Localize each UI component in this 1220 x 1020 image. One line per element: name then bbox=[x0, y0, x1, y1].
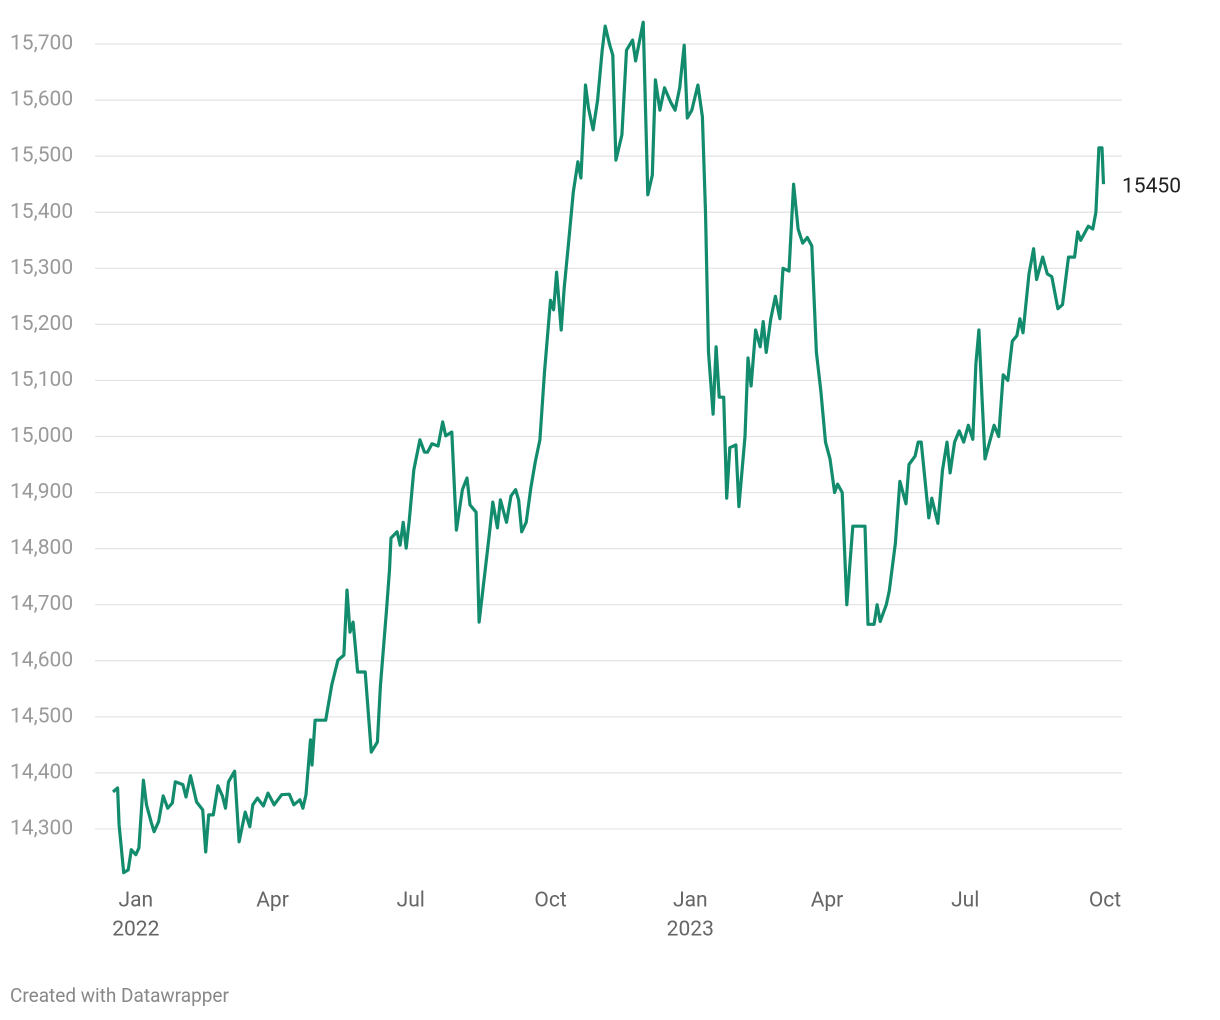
y-tick-label: 15,000 bbox=[10, 424, 73, 448]
line bbox=[111, 20, 1106, 875]
y-tick-label: 15,400 bbox=[10, 200, 73, 224]
x-tick-label: Jan bbox=[119, 889, 154, 913]
x-tick-label: Jan bbox=[673, 889, 708, 913]
y-tick-label: 15,100 bbox=[10, 368, 73, 392]
y-tick-label: 15,200 bbox=[10, 312, 73, 336]
y-tick-label: 14,300 bbox=[10, 816, 73, 840]
y-tick-label: 14,600 bbox=[10, 648, 73, 672]
x-year-label: 2023 bbox=[667, 918, 714, 942]
x-tick-label: Apr bbox=[256, 889, 289, 913]
y-tick-label: 14,900 bbox=[10, 480, 73, 504]
end-label: 15450 bbox=[1122, 175, 1181, 199]
y-tick-label: 14,700 bbox=[10, 592, 73, 616]
x-tick-label: Jul bbox=[951, 889, 979, 913]
x-tick-label: Jul bbox=[397, 889, 425, 913]
y-tick-label: 14,400 bbox=[10, 760, 73, 784]
credit: Created with Datawrapper bbox=[10, 984, 229, 1007]
x-tick-label: Apr bbox=[811, 889, 844, 913]
x-tick-label: Oct bbox=[1089, 889, 1121, 913]
y-tick-label: 15,300 bbox=[10, 256, 73, 280]
y-tick-label: 15,500 bbox=[10, 144, 73, 168]
y-tick-label: 14,800 bbox=[10, 536, 73, 560]
y-tick-label: 15,600 bbox=[10, 88, 73, 112]
x-year-label: 2022 bbox=[112, 918, 159, 942]
y-tick-label: 14,500 bbox=[10, 704, 73, 728]
y-tick-label: 15,700 bbox=[10, 32, 73, 56]
x-tick-label: Oct bbox=[534, 889, 566, 913]
